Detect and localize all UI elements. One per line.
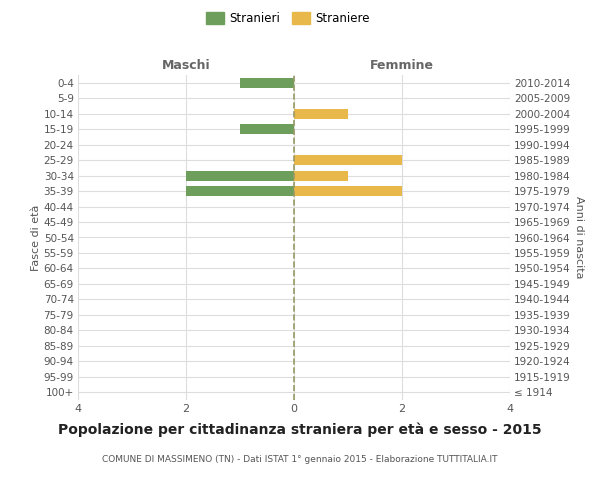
Text: Maschi: Maschi (161, 60, 211, 72)
Bar (294, 170, 348, 180)
Bar (294, 108, 348, 118)
Y-axis label: Fasce di età: Fasce di età (31, 204, 41, 270)
Bar (186, 186, 294, 196)
Bar (294, 155, 402, 165)
Text: Femmine: Femmine (370, 60, 434, 72)
Bar (186, 170, 294, 180)
Text: Popolazione per cittadinanza straniera per età e sesso - 2015: Popolazione per cittadinanza straniera p… (58, 422, 542, 437)
Bar (240, 124, 294, 134)
Y-axis label: Anni di nascita: Anni di nascita (574, 196, 584, 279)
Legend: Stranieri, Straniere: Stranieri, Straniere (202, 8, 374, 28)
Bar (240, 78, 294, 88)
Text: COMUNE DI MASSIMENO (TN) - Dati ISTAT 1° gennaio 2015 - Elaborazione TUTTITALIA.: COMUNE DI MASSIMENO (TN) - Dati ISTAT 1°… (102, 455, 498, 464)
Bar (294, 186, 402, 196)
